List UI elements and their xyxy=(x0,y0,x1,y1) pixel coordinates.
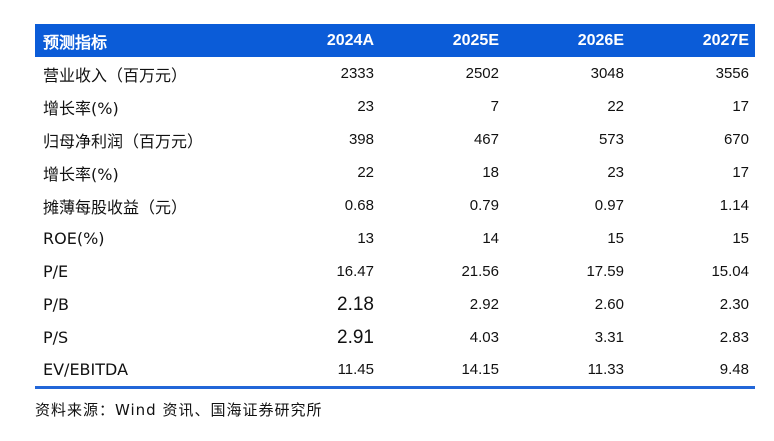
row-label: P/S xyxy=(43,328,69,347)
cell-value: 21.56 xyxy=(461,263,499,280)
forecast-metrics-table: 预测指标 2024A 2025E 2026E 2027E 营业收入（百万元） 2… xyxy=(35,24,755,389)
cell-value: 0.97 xyxy=(594,197,624,214)
cell-value: 14.15 xyxy=(461,361,499,379)
cell-value: 670 xyxy=(723,131,749,148)
cell-value: 2502 xyxy=(465,65,499,82)
table-row-roe: ROE(%) 13 14 15 15 xyxy=(35,222,755,255)
table-row-diluted-eps: 摊薄每股收益（元） 0.68 0.79 0.97 1.14 xyxy=(35,189,755,222)
cell-value: 17 xyxy=(732,164,749,181)
table-header-row: 预测指标 2024A 2025E 2026E 2027E xyxy=(35,24,755,57)
cell-value: 23 xyxy=(607,164,624,181)
row-label: 摊薄每股收益（元） xyxy=(43,197,188,217)
row-label: ROE(%) xyxy=(43,229,105,248)
cell-value: 15 xyxy=(607,230,624,247)
column-header-2026E: 2026E xyxy=(505,24,630,57)
table-row-pb: P/B 2.18 2.92 2.60 2.30 xyxy=(35,288,755,321)
cell-value: 23 xyxy=(357,98,374,115)
forecast-table-container: 预测指标 2024A 2025E 2026E 2027E 营业收入（百万元） 2… xyxy=(35,24,755,389)
table-row-pe: P/E 16.47 21.56 17.59 15.04 xyxy=(35,255,755,288)
row-label: P/E xyxy=(43,262,69,281)
cell-value: 18 xyxy=(482,164,499,181)
cell-value: 2.91 xyxy=(337,326,374,348)
cell-value: 0.68 xyxy=(344,197,374,214)
column-header-2027E: 2027E xyxy=(630,24,755,57)
cell-value: 2.60 xyxy=(594,296,624,313)
row-label: P/B xyxy=(43,295,70,314)
cell-value: 1.14 xyxy=(719,197,749,214)
table-row-revenue-growth: 增长率(%) 23 7 22 17 xyxy=(35,90,755,123)
cell-value: 0.79 xyxy=(469,197,499,214)
row-label: 增长率(%) xyxy=(43,164,119,184)
cell-value: 4.03 xyxy=(469,329,499,346)
table-row-revenue: 营业收入（百万元） 2333 2502 3048 3556 xyxy=(35,57,755,90)
cell-value: 3.31 xyxy=(594,329,624,346)
cell-value: 17.59 xyxy=(586,263,624,280)
cell-value: 573 xyxy=(598,131,624,148)
cell-value: 22 xyxy=(607,98,624,115)
cell-value: 11.45 xyxy=(337,361,374,379)
cell-value: 398 xyxy=(348,131,374,148)
column-header-2024A: 2024A xyxy=(255,24,380,57)
source-note: 资料来源：Wind 资讯、国海证券研究所 xyxy=(35,401,323,419)
cell-value: 7 xyxy=(490,98,499,115)
cell-value: 467 xyxy=(473,131,499,148)
cell-value: 11.33 xyxy=(587,361,624,379)
row-label: 归母净利润（百万元） xyxy=(43,131,204,151)
cell-value: 2.18 xyxy=(337,293,374,315)
cell-value: 14 xyxy=(482,230,499,247)
cell-value: 2.30 xyxy=(719,296,749,313)
table-row-ps: P/S 2.91 4.03 3.31 2.83 xyxy=(35,321,755,354)
cell-value: 3556 xyxy=(715,65,749,82)
cell-value: 15.04 xyxy=(711,263,749,280)
cell-value: 2.83 xyxy=(719,329,749,346)
cell-value: 22 xyxy=(357,164,374,181)
row-label: 增长率(%) xyxy=(43,98,119,118)
row-label: 营业收入（百万元） xyxy=(43,65,188,85)
cell-value: 2333 xyxy=(340,65,374,82)
cell-value: 17 xyxy=(732,98,749,115)
cell-value: 16.47 xyxy=(336,263,374,280)
row-label: EV/EBITDA xyxy=(43,360,129,380)
cell-value: 15 xyxy=(732,230,749,247)
cell-value: 3048 xyxy=(590,65,624,82)
column-header-metric: 预测指标 xyxy=(35,24,255,57)
table-row-ev-ebitda: EV/EBITDA 11.45 14.15 11.33 9.48 xyxy=(35,354,755,387)
cell-value: 13 xyxy=(357,230,374,247)
column-header-2025E: 2025E xyxy=(380,24,505,57)
table-row-net-profit: 归母净利润（百万元） 398 467 573 670 xyxy=(35,123,755,156)
cell-value: 2.92 xyxy=(469,296,499,313)
table-row-profit-growth: 增长率(%) 22 18 23 17 xyxy=(35,156,755,189)
cell-value: 9.48 xyxy=(719,361,749,379)
